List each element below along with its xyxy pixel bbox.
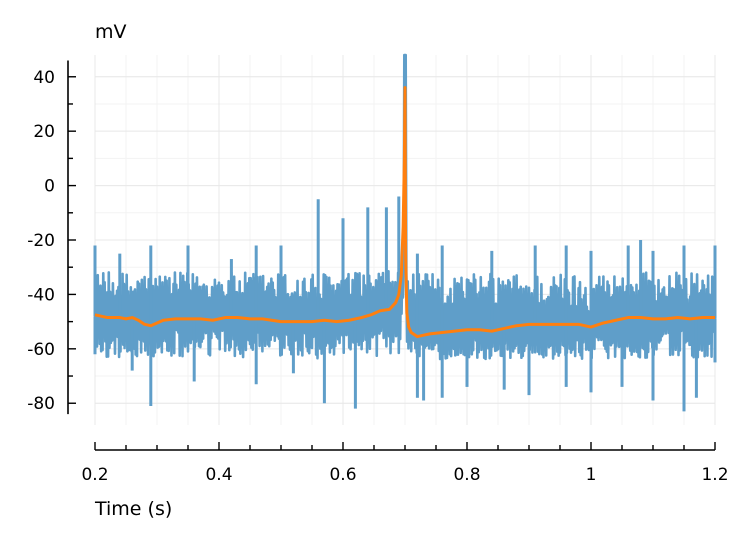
y-axis-label: mV — [95, 21, 127, 43]
x-tick-label: 0.4 — [205, 465, 232, 485]
axes: -80 -60 -40 -20 0 20 40 0.2 0.4 0.6 0.8 1 1.2 — [27, 60, 729, 485]
x-tick-label: 0.6 — [329, 465, 356, 485]
x-tick-label: 1 — [586, 465, 597, 485]
x-axis-label: Time (s) — [94, 498, 172, 520]
y-tick-label: -80 — [27, 394, 55, 414]
y-tick-label: 0 — [44, 177, 55, 197]
x-tick-label: 0.8 — [453, 465, 480, 485]
y-tick-label: -20 — [27, 231, 55, 251]
y-tick-label: -60 — [27, 340, 55, 360]
x-tick-label: 1.2 — [701, 465, 728, 485]
y-tick-label: -40 — [27, 285, 55, 305]
y-tick-label: 20 — [33, 122, 55, 142]
y-tick-label: 40 — [33, 68, 55, 88]
x-tick-label: 0.2 — [81, 465, 108, 485]
smoothed-trace-line — [94, 86, 715, 339]
smoothed-trace — [94, 86, 715, 339]
